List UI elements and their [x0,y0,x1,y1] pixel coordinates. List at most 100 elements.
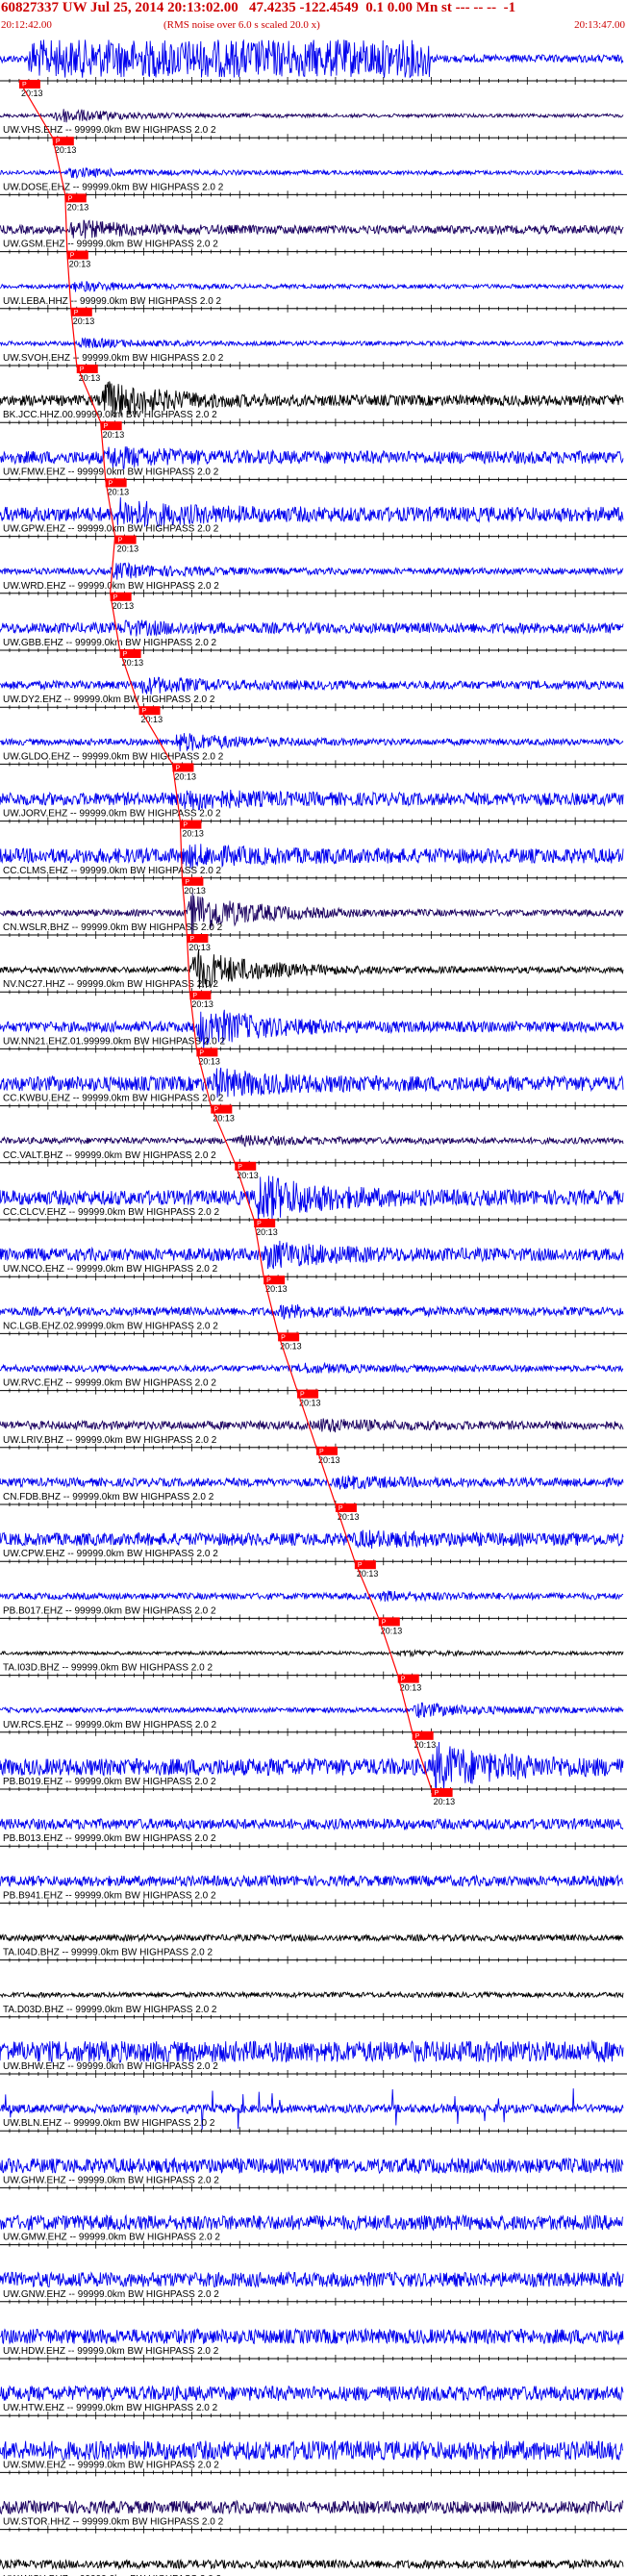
channel-trace [0,1418,627,1452]
pick-phase: P [22,82,27,88]
pick-phase: P [185,879,189,886]
pick-marker [187,934,209,943]
pick-time-label: 20:13 [103,430,125,440]
pick-phase: P [192,993,197,999]
pick-time-label: 20:13 [213,1114,235,1124]
channel-trace [0,1874,627,1907]
waveform [0,1175,624,1221]
pick-time-label: 20:13 [73,316,95,326]
channel-label: UW.LEBA.HHZ -- 99999.0km BW HIGHPASS 2.0… [3,296,222,307]
pick-marker [431,1788,453,1797]
channel-label: UW.GSM.EHZ -- 99999.0km BW HIGHPASS 2.0 … [3,240,218,250]
pick-phase: P [435,1790,439,1797]
waveform [0,1741,624,1791]
pick-marker [110,592,132,601]
channel-label: UW.BLN.EHZ -- 99999.0km BW HIGHPASS 2.0 … [3,2118,215,2129]
channel-label: CN.FDB.BHZ -- 99999.0km BW HIGHPASS 2.0 … [3,1492,214,1503]
channel-label: UW.RCS.EHZ -- 99999.0km BW HIGHPASS 2.0 … [3,1720,217,1730]
pick-marker [397,1674,419,1683]
pick-phase: P [199,1049,204,1056]
channel-trace [0,789,627,825]
pick-marker [119,649,141,658]
channel-trace [0,1009,627,1053]
waveform [0,733,624,752]
waveform [0,1303,624,1320]
pick-phase: P [415,1733,420,1740]
waveform [0,109,624,123]
channel-label: UW.SVOH.EHZ -- 99999.0km BW HIGHPASS 2.0… [3,353,224,364]
pick-marker [105,478,127,488]
pick-phase: P [113,594,118,601]
waveform [0,1529,624,1550]
channel-label: UW.NCO.EHZ -- 99999.0km BW HIGHPASS 2.0 … [3,1264,218,1275]
channel-label: UW.SMW.EHZ -- 99999.0km BW HIGHPASS 2.0 … [3,2460,219,2470]
waveform [0,2439,624,2462]
pick-time-label: 20:13 [280,1341,302,1351]
waveform [0,446,624,469]
end-time: 20:13:47.00 [574,19,625,31]
pick-time-label: 20:13 [338,1512,360,1522]
pick-time-label: 20:13 [265,1284,288,1294]
waveform [0,381,624,417]
pick-phase: P [382,1619,387,1626]
pick-marker [100,421,122,431]
waveform [0,166,624,180]
pick-phase: P [68,195,73,202]
channel-label: NC.LGB.EHZ.02.99999.0km BW HIGHPASS 2.0 … [3,1321,218,1331]
pick-marker [64,193,87,203]
waveform [0,1817,624,1831]
channel-label: PB.B019.EHZ -- 99999.0km BW HIGHPASS 2.0… [3,1777,216,1787]
pick-phase: P [266,1277,271,1284]
waveform [0,1702,624,1719]
pick-marker [76,365,98,373]
channel-label: UW.RVC.EHZ -- 99999.0km BW HIGHPASS 2.0 … [3,1378,216,1389]
channel-label: CC.VALT.BHZ -- 99999.0km BW HIGHPASS 2.0… [3,1150,216,1161]
pick-time-label: 20:13 [434,1797,456,1806]
pick-marker [254,1219,276,1227]
waveform [0,1067,624,1099]
pick-phase: P [56,139,61,145]
record-title: 60827337 UW Jul 25, 2014 20:13:02.00 47.… [1,0,516,15]
channel-trace [0,1741,627,1793]
waveform [0,1475,624,1490]
pick-marker [138,706,161,716]
waveform [0,2558,624,2570]
waveform [0,893,624,936]
pick-phase: P [300,1392,305,1399]
channel-label: UW.BHW.EHZ -- 99999.0km BW HIGHPASS 2.0 … [3,2061,218,2072]
channel-trace [0,676,627,712]
pick-marker [335,1503,357,1512]
waveform [0,789,624,811]
pick-phase: P [257,1221,262,1227]
channel-label: NV.NC27.HHZ -- 99999.0km BW HIGHPASS 2.0… [3,979,218,990]
start-time: 20:12:42.00 [1,19,52,31]
channel-trace [0,1303,627,1338]
pick-phase: P [80,366,85,373]
waveform [0,1874,624,1888]
pick-phase: P [281,1334,286,1341]
pick-time-label: 20:13 [188,943,211,952]
pick-time-label: 20:13 [174,771,196,781]
waveform [0,1240,624,1270]
pick-phase: P [104,423,109,430]
waveform [0,619,624,637]
channel-trace [0,281,627,313]
waveform [0,38,624,79]
waveform [0,1361,624,1375]
channel-label: CN.WSLR.BHZ -- 99999.0km BW HIGHPASS 2.0… [3,922,223,933]
channel-trace [0,733,627,769]
channel-label: PB.B941.EHZ -- 99999.0km BW HIGHPASS 2.0… [3,1890,216,1901]
pick-phase: P [183,822,188,829]
channel-label: UW.FMW.EHZ -- 99999.0km BW HIGHPASS 2.0 … [3,467,219,477]
channel-trace [0,1817,627,1851]
channel-label: UW.GLDO.EHZ -- 99999.0km BW HIGHPASS 2.0… [3,751,224,762]
pick-phase: P [74,310,79,316]
pick-phase: P [109,480,113,487]
pick-marker [196,1048,218,1057]
waveform [0,1932,624,1943]
pick-marker [172,763,194,772]
channel-trace [0,166,627,199]
pick-phase: P [319,1449,324,1455]
channel-trace [0,2385,627,2420]
